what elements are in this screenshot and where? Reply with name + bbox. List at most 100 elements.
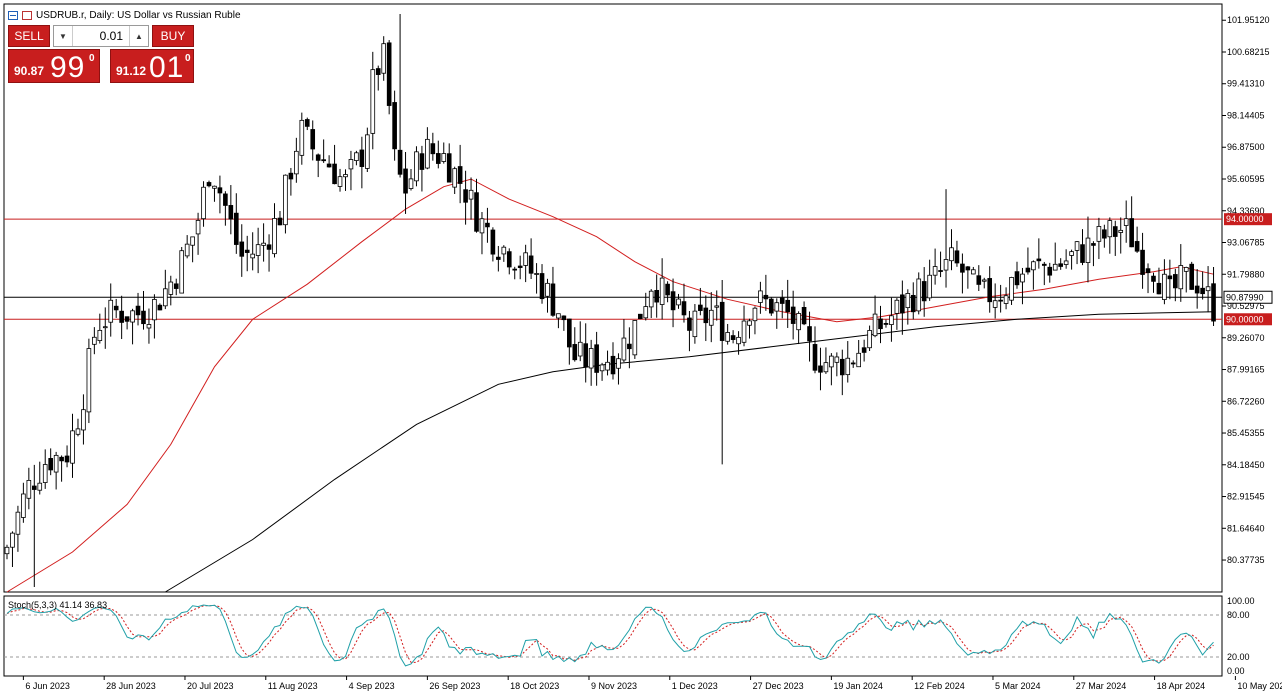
candle-body (910, 294, 916, 313)
candle-body (1145, 268, 1151, 274)
sell-price-quote[interactable]: 90.87 99 0 (8, 49, 100, 84)
candle-body (954, 250, 960, 264)
x-tick-label: 28 Jun 2023 (106, 681, 156, 691)
candle-body (370, 69, 376, 134)
candle-body (272, 218, 277, 255)
candle-body (490, 229, 496, 255)
candle-body (512, 268, 518, 271)
level-label-box (1224, 313, 1272, 326)
candle-body (1118, 229, 1124, 233)
candle-body (556, 313, 561, 319)
candle-body (119, 310, 124, 323)
candle-body (1003, 295, 1009, 304)
candle-body (414, 151, 419, 182)
candle-body (457, 166, 463, 184)
level-label-box (1224, 213, 1272, 226)
candle-body (567, 318, 572, 348)
y-tick-label: 101.95120 (1227, 15, 1270, 25)
candle-body (943, 259, 949, 271)
candle-body (163, 288, 168, 307)
lot-size-value[interactable]: 0.01 (99, 29, 123, 43)
candle-body (528, 255, 534, 274)
candle-body (130, 310, 135, 323)
candle-body (75, 428, 81, 435)
candle-body (916, 278, 922, 312)
chart-window-icon[interactable] (22, 10, 32, 20)
y-tick-label: 85.45355 (1227, 428, 1265, 438)
candle-body (861, 347, 867, 353)
candle-body (1173, 274, 1178, 289)
candle-body (206, 182, 212, 187)
chart-title-bar: USDRUB.r, Daily: US Dollar vs Russian Ru… (8, 8, 241, 22)
candle-body (1085, 237, 1091, 263)
chart-menu-icon[interactable] (8, 10, 18, 20)
x-tick-label: 4 Sep 2023 (349, 681, 395, 691)
candle-body (146, 324, 152, 329)
candle-body (332, 163, 337, 185)
candle-body (190, 236, 195, 246)
candle-body (796, 313, 801, 331)
candle-body (86, 348, 92, 413)
candle-body (577, 341, 583, 357)
candle-body (976, 275, 982, 285)
lot-increase-icon[interactable]: ▲ (129, 26, 148, 46)
candle-body (1112, 226, 1118, 237)
candle-body (135, 305, 141, 316)
candle-body (435, 153, 441, 164)
candle-body (113, 305, 119, 311)
candle-body (1052, 263, 1058, 271)
candle-body (141, 310, 146, 325)
x-tick-label: 18 Oct 2023 (510, 681, 559, 691)
candle-body (474, 192, 479, 232)
candle-body (981, 279, 987, 282)
candle-body (244, 249, 250, 253)
candle-body (408, 178, 414, 189)
candle-body (217, 187, 223, 194)
candle-body (971, 269, 976, 275)
candle-body (1041, 263, 1047, 266)
candle-body (321, 159, 326, 162)
sell-button[interactable]: SELL (8, 25, 50, 47)
candle-body (872, 313, 878, 337)
candle-body (1183, 267, 1189, 272)
candle-body (517, 265, 523, 268)
candle-body (283, 174, 288, 226)
candle-body (441, 153, 447, 162)
candle-body (184, 243, 190, 257)
candle-body (1151, 275, 1156, 282)
candle-body (212, 185, 217, 189)
lot-decrease-icon[interactable]: ▼ (54, 26, 73, 46)
candle-body (818, 365, 823, 373)
candle-body (545, 282, 550, 297)
candle-body (627, 343, 632, 350)
candle-body (1129, 218, 1134, 248)
buy-price-quote[interactable]: 91.12 01 0 (110, 49, 194, 84)
candle-body (179, 250, 185, 294)
candle-body (1031, 261, 1036, 271)
candle-body (1211, 283, 1216, 322)
candle-body (539, 273, 545, 300)
candle-body (889, 315, 894, 325)
buy-button[interactable]: BUY (152, 25, 194, 47)
candle-body (878, 318, 883, 330)
candle-body (277, 217, 283, 226)
candle-body (725, 332, 730, 342)
candle-body (605, 361, 610, 371)
candle-body (173, 283, 179, 289)
candle-body (255, 244, 261, 256)
candle-body (583, 343, 589, 368)
candle-body (921, 281, 927, 302)
candle-body (1162, 273, 1167, 300)
x-tick-label: 6 Jun 2023 (25, 681, 70, 691)
x-tick-label: 11 Aug 2023 (268, 681, 318, 691)
candle-body (354, 152, 359, 161)
candle-body (365, 134, 370, 169)
candle-body (938, 270, 943, 272)
main-plot-frame (3, 3, 1223, 593)
candle-body (900, 294, 905, 314)
candle-body (102, 326, 108, 329)
candle-body (304, 119, 310, 127)
lot-size-input[interactable]: ▼ 0.01 ▲ (53, 25, 149, 47)
candle-body (359, 149, 365, 167)
